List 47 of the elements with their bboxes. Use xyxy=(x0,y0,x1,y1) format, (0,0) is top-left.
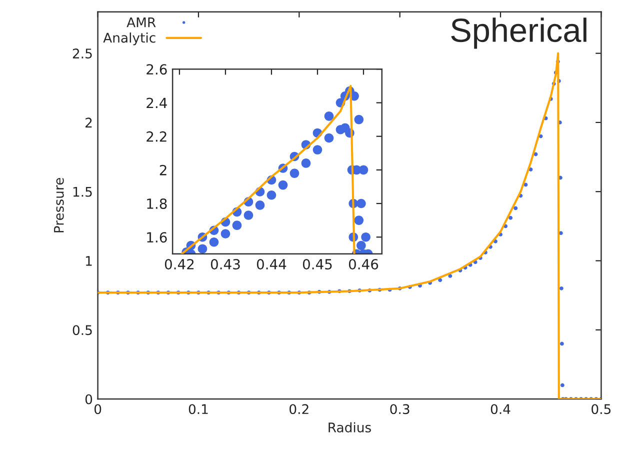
y-tick-label: 1.5 xyxy=(73,186,92,197)
point xyxy=(232,220,242,230)
y-tick-label: 1 xyxy=(86,256,92,266)
point xyxy=(290,168,300,178)
x-tick-label: 0.4 xyxy=(490,404,510,414)
y-tick-label: 2.6 xyxy=(146,64,167,75)
point xyxy=(244,210,254,220)
point xyxy=(358,165,368,175)
x-tick-label: 0.5 xyxy=(592,404,611,414)
x-tick-label: 0.3 xyxy=(390,404,410,414)
point xyxy=(356,198,366,208)
x-axis-title: Radius xyxy=(328,422,371,432)
legend-label: AMR xyxy=(126,18,156,28)
y-tick-label: 2.4 xyxy=(146,98,167,108)
point xyxy=(356,240,366,250)
point xyxy=(209,237,219,247)
y-tick-label: 2.2 xyxy=(146,131,166,142)
y-axis-title: Pressure xyxy=(54,178,64,232)
y-tick-label: 2 xyxy=(86,118,92,128)
x-tick-label: 0.42 xyxy=(164,258,194,270)
y-tick-label: 1.6 xyxy=(147,232,167,243)
x-tick-label: 0.2 xyxy=(290,404,308,414)
x-tick-label: 0.1 xyxy=(188,404,208,414)
point xyxy=(220,229,230,238)
point xyxy=(255,200,265,210)
x-tick-label: 0.45 xyxy=(302,258,332,270)
y-tick-label: 2.5 xyxy=(72,48,92,59)
y-tick-label: 0 xyxy=(85,394,92,404)
point xyxy=(354,216,364,225)
y-tick-label: 0.5 xyxy=(72,325,92,336)
point xyxy=(361,232,370,242)
y-tick-label: 2 xyxy=(160,164,166,176)
point xyxy=(324,112,334,121)
point xyxy=(266,190,276,200)
x-tick-label: 0.44 xyxy=(256,258,286,270)
x-tick-label: 0.43 xyxy=(210,258,240,270)
x-tick-label: 0 xyxy=(94,404,102,414)
point xyxy=(278,180,288,190)
legend-label: Analytic xyxy=(103,32,156,46)
point xyxy=(198,244,208,254)
point xyxy=(354,114,364,124)
point xyxy=(324,133,334,143)
x-tick-label: 0.46 xyxy=(348,258,378,270)
y-tick-label: 1.8 xyxy=(147,198,167,209)
annotation: Spherical xyxy=(451,18,586,49)
point xyxy=(312,145,322,154)
point xyxy=(301,158,311,168)
